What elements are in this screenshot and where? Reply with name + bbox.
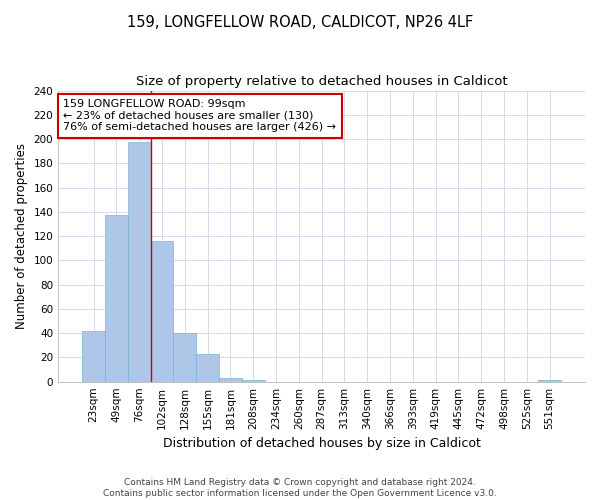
Bar: [105, 216, 128, 382]
Text: 159, LONGFELLOW ROAD, CALDICOT, NP26 4LF: 159, LONGFELLOW ROAD, CALDICOT, NP26 4LF: [127, 15, 473, 30]
Bar: [151, 241, 173, 382]
Bar: [82, 330, 105, 382]
Bar: [538, 380, 561, 382]
Bar: [173, 333, 196, 382]
Text: 159 LONGFELLOW ROAD: 99sqm
← 23% of detached houses are smaller (130)
76% of sem: 159 LONGFELLOW ROAD: 99sqm ← 23% of deta…: [64, 100, 337, 132]
Bar: [196, 354, 219, 382]
Y-axis label: Number of detached properties: Number of detached properties: [15, 143, 28, 329]
Bar: [128, 142, 151, 382]
Text: Contains HM Land Registry data © Crown copyright and database right 2024.
Contai: Contains HM Land Registry data © Crown c…: [103, 478, 497, 498]
Title: Size of property relative to detached houses in Caldicot: Size of property relative to detached ho…: [136, 75, 508, 88]
X-axis label: Distribution of detached houses by size in Caldicot: Distribution of detached houses by size …: [163, 437, 481, 450]
Bar: [242, 380, 265, 382]
Bar: [219, 378, 242, 382]
